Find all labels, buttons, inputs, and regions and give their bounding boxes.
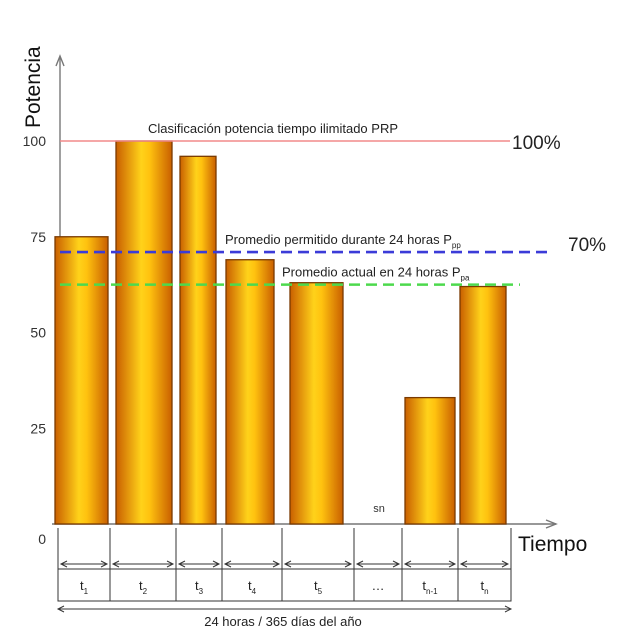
y-tick-label: 50 xyxy=(30,325,46,341)
x-tick-label: t4 xyxy=(248,578,257,596)
timeline-span-arrows xyxy=(177,560,221,568)
x-tick-label: tn-1 xyxy=(422,578,438,596)
bar xyxy=(289,282,344,525)
bar xyxy=(459,285,507,525)
reference-percent-ppp: 70% xyxy=(568,235,606,256)
y-tick-label: 0 xyxy=(38,531,46,547)
y-ticks: 0 25 50 75 100 xyxy=(23,133,47,547)
x-axis-arrow xyxy=(545,519,558,529)
timeline-span-arrows xyxy=(111,560,175,568)
bars: sn xyxy=(54,140,507,525)
gap-marker: sn xyxy=(373,503,385,515)
timeline-span-arrows xyxy=(223,560,281,568)
timeline-span-arrows xyxy=(59,560,109,568)
x-tick-label: t2 xyxy=(139,578,148,596)
reference-percent-prp: 100% xyxy=(512,133,561,154)
reference-label-ppa: Promedio actual en 24 horas Ppa xyxy=(282,265,470,283)
period-span-arrows xyxy=(56,605,513,613)
y-tick-label: 25 xyxy=(30,420,46,436)
reference-label-ppp: Promedio permitido durante 24 horas Ppp xyxy=(225,232,461,250)
y-axis-label: Potencia xyxy=(22,46,45,128)
x-tick-label: … xyxy=(372,578,385,593)
reference-lines: Clasificación potencia tiempo ilimitado … xyxy=(60,121,606,286)
y-axis-arrow xyxy=(55,54,65,67)
y-tick-label: 100 xyxy=(23,133,47,149)
timeline-span-arrows xyxy=(355,560,401,568)
x-tick-label: t1 xyxy=(80,578,89,596)
bar xyxy=(404,396,456,525)
x-tick-label: t3 xyxy=(195,578,204,596)
period-label: 24 horas / 365 días del año xyxy=(204,614,362,629)
bar xyxy=(54,236,109,525)
reference-label-prp: Clasificación potencia tiempo ilimitado … xyxy=(148,121,398,136)
bar xyxy=(225,259,275,525)
timeline-span-arrows xyxy=(459,560,510,568)
x-axis-label: Tiempo xyxy=(518,533,587,556)
time-axis: t1 t2 t3 t4 t5 … tn-1 tn xyxy=(56,528,513,613)
timeline-frame xyxy=(57,568,512,602)
y-tick-label: 75 xyxy=(30,229,46,245)
timeline-span-arrows xyxy=(283,560,353,568)
x-tick-label: tn xyxy=(480,578,488,596)
bar xyxy=(115,140,173,525)
timeline-span-arrows xyxy=(403,560,457,568)
x-tick-label: t5 xyxy=(314,578,323,596)
bar xyxy=(179,155,217,525)
